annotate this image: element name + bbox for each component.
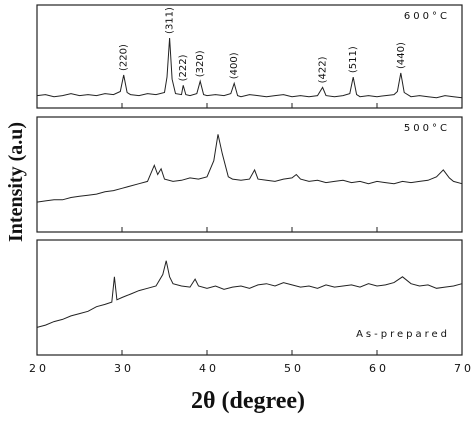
peak-label: (320)	[195, 50, 206, 77]
xrd-line	[36, 260, 463, 328]
x-axis-label: 2θ (degree)	[191, 388, 305, 414]
peak-label: (400)	[229, 52, 240, 79]
x-tick-label: 30	[114, 362, 134, 375]
xrd-line	[36, 134, 463, 203]
x-tick-label: 20	[29, 362, 49, 375]
peak-label: (222)	[178, 54, 189, 81]
peak-label: (511)	[348, 46, 359, 73]
panel-annotation: As-prepared	[356, 329, 450, 340]
peak-label: (440)	[396, 42, 407, 69]
x-tick-label: 40	[199, 362, 219, 375]
x-tick-label: 60	[369, 362, 389, 375]
panel-annotation: 600°C	[404, 11, 450, 22]
y-axis-label: Intensity (a.u)	[5, 122, 27, 242]
peak-label: (311)	[165, 7, 176, 34]
panel-frame	[36, 4, 463, 109]
peak-label: (220)	[119, 44, 130, 71]
panel-frame	[36, 239, 463, 356]
x-tick-label: 70	[454, 362, 474, 375]
peak-label: (422)	[318, 56, 329, 83]
panel-annotation: 500°C	[404, 123, 450, 134]
xrd-line	[36, 37, 463, 99]
x-tick-label: 50	[284, 362, 304, 375]
panel-frame	[36, 116, 463, 233]
